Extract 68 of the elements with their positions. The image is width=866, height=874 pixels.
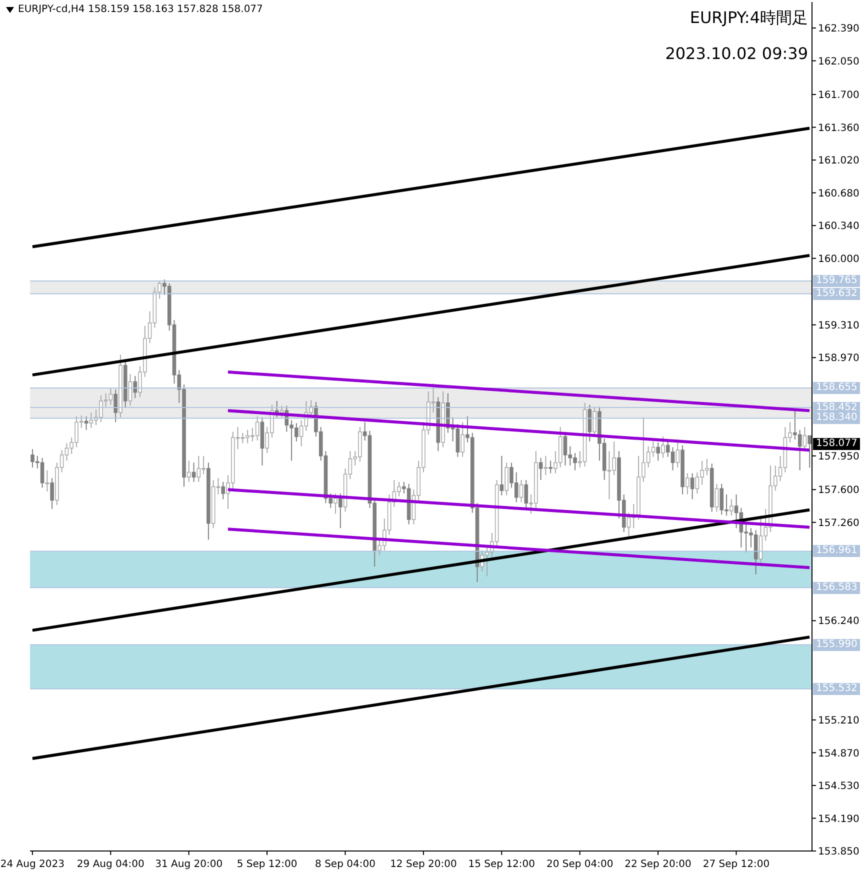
candlestick xyxy=(50,478,54,510)
ref-line-label: 158.452 xyxy=(813,402,860,414)
ref-line-label: 155.532 xyxy=(813,682,860,695)
text: 158.077 xyxy=(813,438,860,450)
x-tick-label: 5 Sep 12:00 xyxy=(236,859,298,870)
y-tick-label: 155.210 xyxy=(818,715,860,726)
y-tick-label: 160.340 xyxy=(818,221,860,232)
candlestick xyxy=(192,462,196,482)
ref-line-label: 158.340 xyxy=(813,412,860,424)
x-tick-label: 8 Sep 04:00 xyxy=(315,859,376,870)
y-tick-label: 154.870 xyxy=(818,748,860,760)
y-tick-label: 153.850 xyxy=(818,846,860,858)
y-tick-label: 162.050 xyxy=(818,56,860,68)
ref-line-label: 156.583 xyxy=(813,582,860,594)
y-tick-label: 157.260 xyxy=(818,518,860,529)
chart-title: EURJPY:4時間足 xyxy=(690,8,808,29)
y-tick-label: 154.530 xyxy=(818,781,860,792)
candlestick xyxy=(548,460,552,474)
x-tick-label: 24 Aug 2023 xyxy=(0,859,64,870)
candlestick xyxy=(538,457,543,480)
y-tick-label: 161.360 xyxy=(818,122,860,134)
y-tick-label: 160.680 xyxy=(818,188,860,200)
candlestick xyxy=(334,492,338,514)
candlestick xyxy=(690,472,694,500)
candlestick xyxy=(714,483,719,512)
candlestick xyxy=(500,455,504,496)
y-tick-label: 161.020 xyxy=(818,156,860,167)
y-tick-label: 157.950 xyxy=(818,451,860,462)
x-tick-label: 31 Aug 20:00 xyxy=(155,859,223,870)
candlestick xyxy=(661,436,665,458)
candlestick xyxy=(133,375,138,399)
candlestick xyxy=(187,460,191,482)
candlestick xyxy=(274,400,279,418)
candlestick xyxy=(84,416,88,430)
ref-line-label: 159.632 xyxy=(813,288,860,300)
ref-line-label: 156.961 xyxy=(813,545,860,558)
x-tick-label: 20 Sep 04:00 xyxy=(546,859,614,870)
ref-line-label: 158.655 xyxy=(813,382,860,394)
candlestick xyxy=(808,434,812,468)
candlestick xyxy=(460,422,464,458)
x-tick-label: 15 Sep 12:00 xyxy=(468,859,536,870)
candlestick xyxy=(524,479,528,508)
x-tick-label: 27 Sep 12:00 xyxy=(702,859,770,870)
x-tick-label: 22 Sep 20:00 xyxy=(624,859,692,870)
candlestick xyxy=(544,455,548,476)
ref-line-label: 159.765 xyxy=(813,274,860,287)
candlestick xyxy=(338,492,342,529)
y-tick-label: 157.600 xyxy=(818,485,860,496)
candlestick xyxy=(45,470,50,492)
y-tick-label: 162.390 xyxy=(818,24,860,35)
y-tick-label: 161.700 xyxy=(818,90,860,102)
text: 2023.10.02 09:39 xyxy=(665,44,808,63)
x-tick-label: 29 Aug 04:00 xyxy=(76,859,144,870)
candlestick xyxy=(519,479,524,503)
y-tick-label: 160.000 xyxy=(818,254,860,265)
y-tick-label: 158.970 xyxy=(818,353,860,364)
candlestick xyxy=(504,462,508,496)
candlestick xyxy=(656,442,660,462)
y-tick-label: 156.240 xyxy=(818,616,860,628)
annotation: EURJPY-cd,H4 158.159 158.163 157.828 158.077 xyxy=(18,4,263,15)
x-tick-label: 12 Sep 20:00 xyxy=(390,859,457,870)
candlestick xyxy=(114,388,118,423)
candlestick xyxy=(221,481,226,500)
candlestick xyxy=(686,472,690,495)
y-tick-label: 154.190 xyxy=(818,814,860,825)
candlestick xyxy=(730,498,734,516)
ref-line-label: 155.990 xyxy=(813,638,860,651)
y-tick-label: 159.310 xyxy=(818,320,860,332)
